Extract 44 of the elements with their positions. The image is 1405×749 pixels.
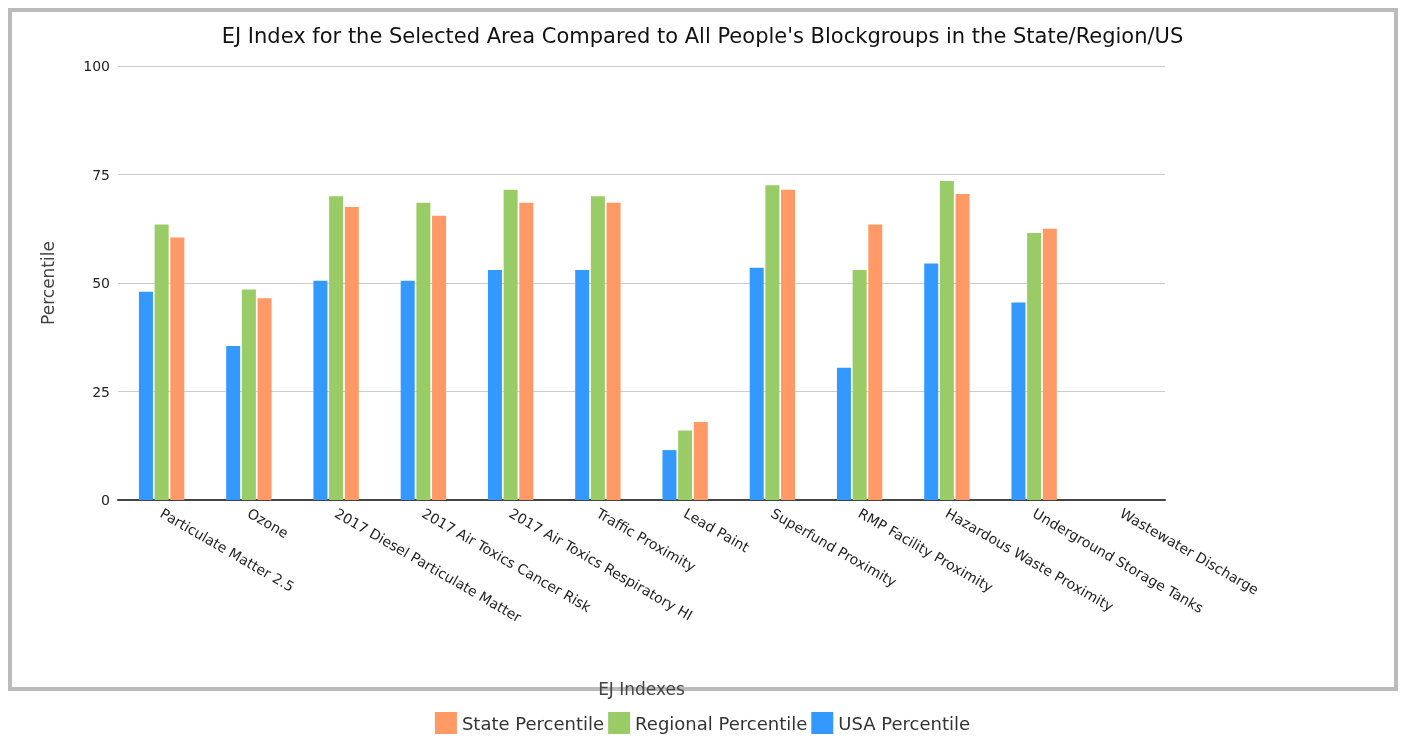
bar <box>836 367 851 500</box>
y-tick-label: 50 <box>92 275 110 291</box>
bar <box>487 269 502 500</box>
bar <box>1027 233 1042 500</box>
bar <box>313 280 328 500</box>
y-tick-label: 100 <box>83 58 110 74</box>
y-tick-label: 25 <box>92 383 110 400</box>
legend-label: USA Percentile <box>838 712 971 734</box>
y-tick-label: 0 <box>101 492 110 508</box>
bar <box>432 215 447 500</box>
bar <box>924 263 939 500</box>
bar <box>1042 228 1057 500</box>
bar <box>344 207 359 500</box>
bar <box>519 202 534 500</box>
bar <box>693 421 708 500</box>
bar <box>257 298 272 500</box>
bar <box>416 202 431 500</box>
bar <box>1011 302 1026 500</box>
bar <box>138 291 153 500</box>
bar <box>765 185 780 500</box>
bar <box>749 267 764 500</box>
bar <box>868 224 883 500</box>
y-axis-title: Percentile <box>37 241 58 325</box>
legend-label: Regional Percentile <box>635 712 808 734</box>
bar <box>939 181 954 500</box>
bar <box>852 269 867 500</box>
bar <box>503 189 518 500</box>
bar <box>226 345 241 500</box>
legend-label: State Percentile <box>461 712 605 734</box>
bar <box>590 196 605 500</box>
bar <box>781 189 796 500</box>
bar <box>662 450 677 500</box>
y-tick-label: 75 <box>92 166 110 183</box>
bar <box>678 430 693 500</box>
bar <box>154 224 169 500</box>
x-axis-title: EJ Indexes <box>598 678 686 699</box>
bar <box>575 269 590 500</box>
bar <box>241 289 256 500</box>
bar <box>170 237 185 500</box>
bar <box>955 194 970 500</box>
bar <box>400 280 415 500</box>
chart-title: EJ Index for the Selected Area Compared to All People's Blockgroups in the State/Region/US <box>221 23 1184 48</box>
bar <box>329 196 344 500</box>
bar <box>606 202 621 500</box>
